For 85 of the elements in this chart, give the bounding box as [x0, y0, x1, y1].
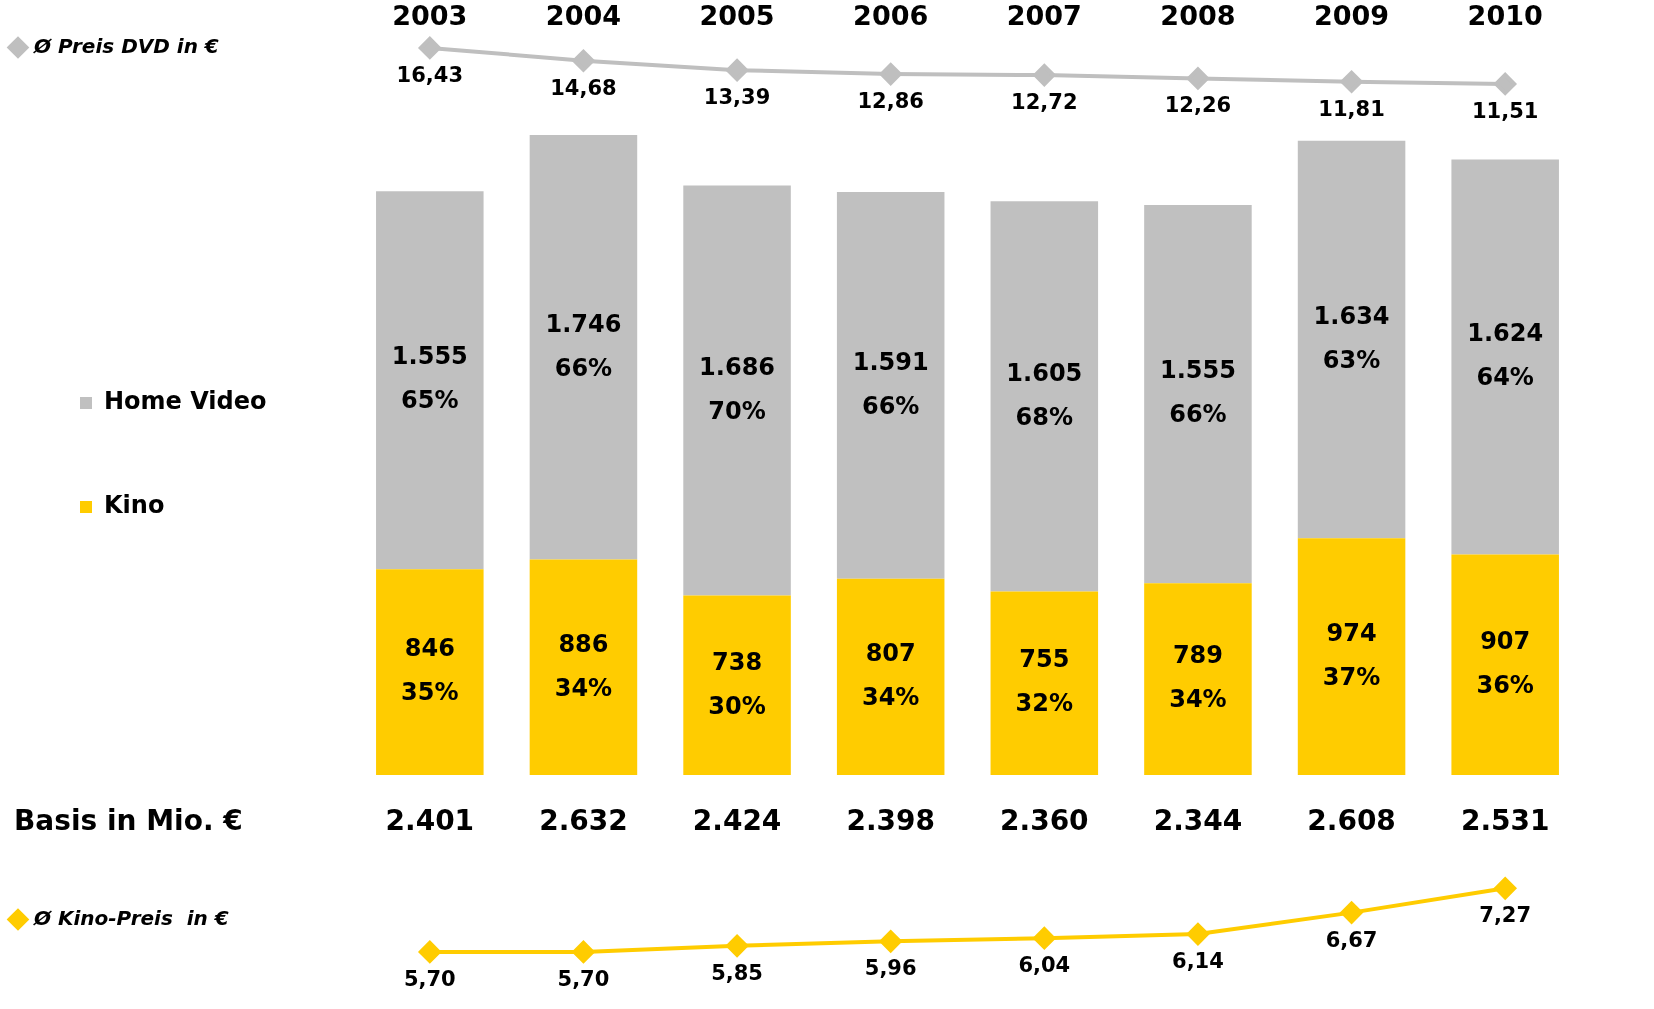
total-label: 2.360	[1000, 804, 1089, 838]
point	[1340, 901, 1363, 924]
data-label: 738 30%	[708, 647, 766, 720]
x-tick-label: 2004	[545, 0, 622, 32]
bar	[683, 595, 791, 775]
point	[1186, 67, 1209, 90]
data-label: 1.605 68%	[1006, 358, 1083, 431]
bar	[990, 201, 1099, 592]
total-label: 2.344	[1153, 804, 1243, 838]
bar	[990, 591, 1099, 775]
point	[879, 930, 902, 953]
total-label: 2.398	[846, 804, 935, 838]
point	[572, 49, 595, 72]
legend-label: Kino	[104, 491, 165, 520]
x-tick-label: 2005	[699, 0, 775, 32]
legend-label: Home Video	[104, 387, 267, 416]
data-label: 974 37%	[1322, 618, 1381, 691]
bar	[683, 185, 791, 596]
data-label: 5,85	[711, 960, 763, 985]
x-tick-label: 2010	[1467, 0, 1543, 32]
data-label: 1.634 63%	[1313, 301, 1390, 374]
total-label: 2.401	[385, 804, 475, 838]
bar	[529, 559, 638, 775]
data-label: 1.555 66%	[1159, 356, 1236, 429]
data-label: 1.746 66%	[545, 309, 622, 382]
data-label: 1.686 70%	[699, 352, 776, 425]
data-label: 16,43	[396, 62, 464, 87]
point	[1494, 877, 1517, 900]
point	[726, 934, 749, 957]
point	[1033, 927, 1056, 950]
bar	[376, 569, 484, 775]
x-tick-label: 2008	[1160, 0, 1236, 32]
bar	[1451, 159, 1559, 555]
x-tick-label: 2006	[853, 0, 929, 32]
bar	[376, 191, 484, 570]
data-label: 1.591 66%	[852, 347, 929, 420]
data-label: 11,51	[1471, 98, 1539, 123]
total-label: 2.424	[692, 804, 782, 838]
bar	[1144, 583, 1252, 775]
data-label: 886 34%	[554, 629, 613, 702]
data-label: 6,14	[1172, 949, 1224, 974]
data-label: 6,04	[1018, 953, 1071, 978]
data-label: 6,67	[1325, 927, 1378, 952]
bar	[836, 191, 945, 579]
text: Basis in Mio. €	[14, 804, 243, 838]
point	[418, 940, 441, 963]
point	[1494, 72, 1517, 95]
data-label: 1.555 65%	[391, 342, 468, 415]
data-label: 11,81	[1318, 96, 1385, 121]
data-label: 12,26	[1164, 93, 1232, 118]
point	[726, 59, 749, 82]
total-label: 2.531	[1460, 804, 1550, 838]
x-tick-label: 2003	[392, 0, 468, 32]
data-label: 5,70	[557, 966, 610, 991]
bar	[529, 135, 638, 560]
bar	[1144, 205, 1252, 584]
legend-label: Ø Preis DVD in €	[33, 33, 219, 58]
data-label: 12,72	[1011, 90, 1078, 115]
point	[418, 36, 441, 59]
data-label: 807 34%	[861, 639, 920, 712]
data-label: 789 34%	[1169, 641, 1227, 714]
data-label: 1.624 64%	[1467, 319, 1544, 392]
point	[879, 63, 902, 86]
data-label: 7,27	[1479, 903, 1532, 928]
data-label: 755 32%	[1015, 645, 1074, 718]
data-label: 13,39	[703, 85, 771, 110]
data-label: 5,70	[403, 966, 456, 991]
data-label: 5,96	[864, 956, 917, 981]
data-label: 846 35%	[401, 634, 459, 707]
x-tick-label: 2009	[1313, 0, 1390, 32]
legend-label: Ø Kino-Preis in €	[33, 905, 229, 930]
bar	[1297, 538, 1406, 775]
total-label: 2.632	[539, 804, 628, 838]
x-tick-label: 2007	[1006, 0, 1082, 32]
data-label: 907 36%	[1476, 626, 1534, 699]
point	[572, 940, 595, 963]
data-label: 12,86	[857, 89, 924, 113]
point	[1186, 923, 1209, 946]
bar	[1297, 140, 1406, 539]
point	[1340, 70, 1363, 93]
data-label: 14,68	[550, 75, 617, 100]
point	[1033, 64, 1056, 87]
total-label: 2.608	[1307, 804, 1396, 838]
bar	[1451, 554, 1559, 775]
bar	[836, 578, 945, 775]
